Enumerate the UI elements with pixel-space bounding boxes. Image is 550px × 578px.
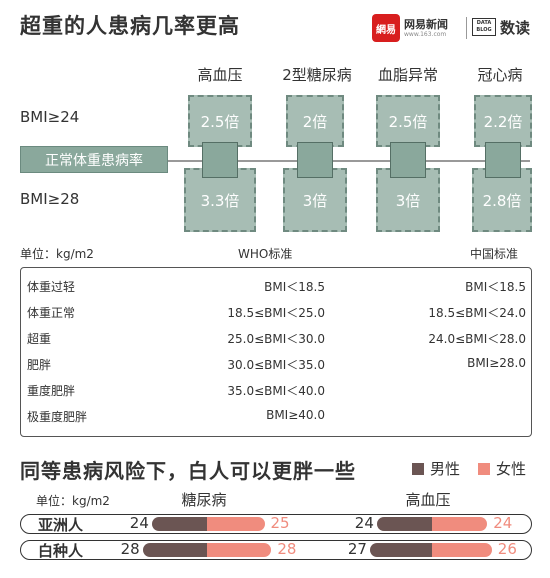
row-who: 35.0≤BMI＜40.0 (227, 384, 325, 398)
value-male-hypertension: 24 (354, 514, 374, 532)
bar-female-diabetes (207, 517, 265, 531)
logo-netease-text: 网易新闻 (404, 18, 448, 31)
ratio-bmi28-hypertension: 3.3倍 (184, 168, 256, 232)
reference-square-diabetes (297, 142, 333, 178)
comparison-title: 同等患病风险下，白人可以更胖一些 (20, 459, 356, 483)
row-pill-asian (20, 514, 532, 534)
bar-unit-label: 单位：kg/m2 (36, 494, 110, 508)
bar-female-hypertension (432, 543, 492, 557)
row-china: 24.0≤BMI＜28.0 (428, 332, 526, 346)
row-label-asian: 亚洲人 (38, 516, 84, 534)
table-row: 极重度肥胖 BMI≥40.0 (21, 404, 533, 428)
ratio-bmi24-diabetes: 2倍 (286, 95, 344, 147)
row-pill-white (20, 540, 532, 560)
disease-label-diabetes: 2型糖尿病 (282, 66, 352, 84)
page-title: 超重的人患病几率更高 (20, 14, 240, 38)
bmi28-label: BMI≥28 (20, 190, 80, 208)
value-female-diabetes: 28 (277, 540, 297, 558)
reference-square-hypertension (202, 142, 238, 178)
logo-separator (466, 17, 467, 39)
china-standard-header: 中国标准 (470, 247, 519, 261)
row-category: 肥胖 (27, 358, 52, 372)
bar-female-hypertension (432, 517, 488, 531)
logo-url-text: www.163.com (404, 31, 447, 38)
value-female-hypertension: 24 (493, 514, 513, 532)
bar-male-hypertension (376, 517, 432, 531)
ratio-bmi28-dyslipidemia: 3倍 (376, 168, 440, 232)
value-male-diabetes: 28 (120, 540, 140, 558)
ratio-bmi24-hypertension: 2.5倍 (188, 95, 252, 147)
value-male-hypertension: 27 (347, 540, 367, 558)
row-who: BMI＜18.5 (264, 280, 325, 294)
disease-label-hypertension: 高血压 (197, 66, 243, 84)
reference-square-chd (485, 142, 521, 178)
group-label-hypertension: 高血压 (405, 491, 451, 509)
bar-male-diabetes (142, 543, 207, 557)
table-unit-label: 单位：kg/m2 (20, 247, 94, 261)
table-row: 重度肥胖 35.0≤BMI＜40.0 (21, 378, 533, 402)
bmi24-label: BMI≥24 (20, 108, 80, 126)
legend-female-swatch (478, 463, 490, 475)
group-label-diabetes: 糖尿病 (181, 491, 227, 509)
row-china: BMI≥28.0 (467, 356, 526, 370)
row-category: 超重 (27, 332, 52, 346)
value-female-hypertension: 26 (497, 540, 517, 558)
bar-female-diabetes (207, 543, 272, 557)
row-who: 25.0≤BMI＜30.0 (227, 332, 325, 346)
row-who: 30.0≤BMI＜35.0 (227, 358, 325, 372)
table-row: 体重过轻 BMI＜18.5 BMI＜18.5 (21, 274, 533, 298)
row-china: 18.5≤BMI＜24.0 (428, 306, 526, 320)
bar-male-diabetes (151, 517, 207, 531)
value-male-diabetes: 24 (129, 514, 149, 532)
legend-male-label: 男性 (430, 460, 461, 478)
row-category: 极重度肥胖 (27, 410, 88, 424)
disease-label-chd: 冠心病 (477, 66, 523, 84)
row-category: 体重过轻 (27, 280, 76, 294)
value-female-diabetes: 25 (270, 514, 290, 532)
reference-line (20, 160, 530, 162)
row-label-white: 白种人 (38, 542, 84, 560)
logo-shudu-text: 数读 (500, 19, 531, 37)
ratio-bmi24-dyslipidemia: 2.5倍 (376, 95, 440, 147)
legend-male-swatch (412, 463, 424, 475)
reference-square-dyslipidemia (390, 142, 426, 178)
disease-label-dyslipidemia: 血脂异常 (377, 66, 438, 84)
row-category: 体重正常 (27, 306, 76, 320)
row-category: 重度肥胖 (27, 384, 76, 398)
bmi-standards-table: 体重过轻 BMI＜18.5 BMI＜18.5 体重正常 18.5≤BMI＜25.… (20, 267, 532, 437)
bar-male-hypertension (369, 543, 432, 557)
netease-logo-icon: 網易 (372, 14, 400, 42)
row-china: BMI＜18.5 (465, 280, 526, 294)
legend-female-label: 女性 (496, 460, 527, 478)
normal-weight-box: 正常体重患病率 (20, 146, 168, 173)
row-who: BMI≥40.0 (266, 408, 325, 422)
data-blog-logo-icon: DATA BLOG (472, 18, 496, 36)
table-row: 超重 25.0≤BMI＜30.0 24.0≤BMI＜28.0 (21, 326, 533, 350)
ratio-bmi28-diabetes: 3倍 (283, 168, 347, 232)
row-who: 18.5≤BMI＜25.0 (227, 306, 325, 320)
table-row: 肥胖 30.0≤BMI＜35.0 BMI≥28.0 (21, 352, 533, 376)
table-row: 体重正常 18.5≤BMI＜25.0 18.5≤BMI＜24.0 (21, 300, 533, 324)
who-standard-header: WHO标准 (238, 247, 293, 261)
ratio-bmi24-chd: 2.2倍 (474, 95, 532, 147)
